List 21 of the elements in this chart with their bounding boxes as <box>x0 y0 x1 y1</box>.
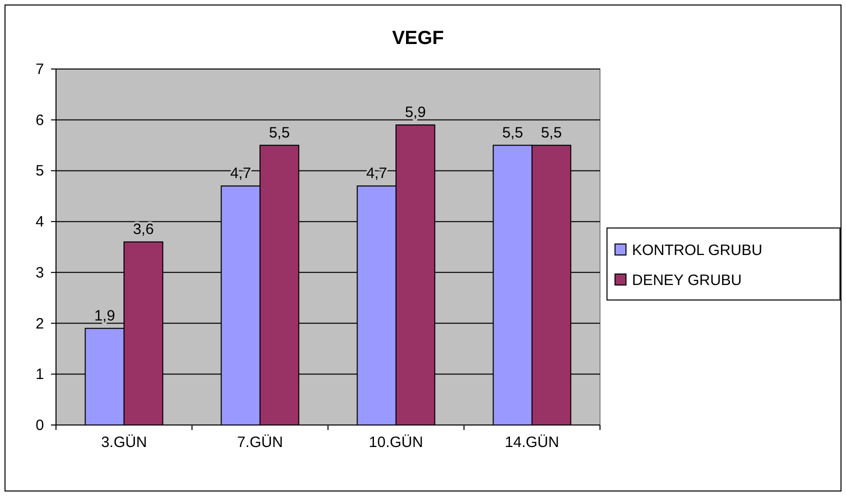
y-tick-label: 4 <box>36 214 44 231</box>
data-label: 5,5 <box>502 124 524 142</box>
data-label: 5,5 <box>268 124 290 142</box>
x-tick-label: 3.GÜN <box>101 434 147 451</box>
y-tick-label: 7 <box>36 61 44 78</box>
y-tick-label: 3 <box>36 264 44 282</box>
y-tick-label: 0 <box>36 417 44 434</box>
x-tick-label: 7.GÜN <box>237 434 283 451</box>
data-label: 3,6 <box>132 220 154 238</box>
data-label: 1,9 <box>94 307 116 324</box>
x-tick-label: 10.GÜN <box>368 434 424 451</box>
x-tick-label: 14.GÜN <box>504 434 560 451</box>
y-tick-label: 5 <box>36 162 44 180</box>
legend-label: DENEY GRUBU <box>632 272 742 289</box>
chart-title: VEGF <box>392 28 444 49</box>
y-tick-label: 1 <box>36 366 44 384</box>
data-label: 5,9 <box>404 104 426 121</box>
y-tick-label: 2 <box>36 315 44 332</box>
data-label: 5,5 <box>540 124 562 142</box>
y-tick-label: 6 <box>36 112 44 129</box>
legend-label: KONTROL GRUBU <box>632 242 762 259</box>
